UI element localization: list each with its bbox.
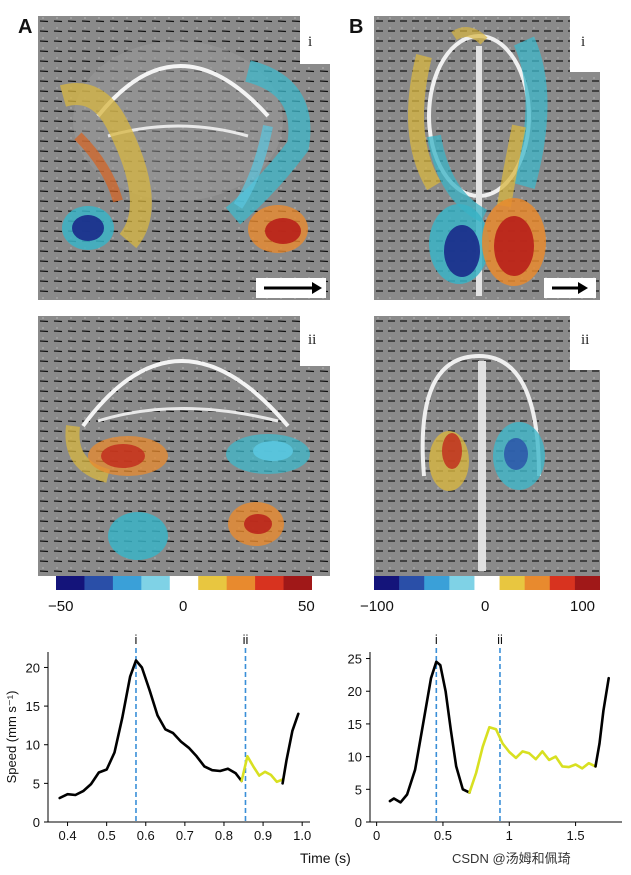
panel-a-i-label: i <box>302 34 319 51</box>
colorbar-a <box>56 576 312 590</box>
colorbar-a-mid-label: 0 <box>179 598 188 615</box>
colorbar-a-swatch-1 <box>84 576 114 590</box>
chart-a-x-tick-label: 1.0 <box>293 828 311 843</box>
colorbar-b-swatch-0 <box>374 576 400 590</box>
chart-a-marker-label-i: i <box>135 632 138 647</box>
colorbar-b-swatch-7 <box>549 576 576 590</box>
chart-b-series-1 <box>468 725 597 794</box>
chart-b-x-tick-label: 1 <box>506 828 513 843</box>
colorbar-a-max-label: 50 <box>298 598 315 615</box>
chart-a-y-tick-label: 10 <box>26 738 40 753</box>
panel-a-ii-image <box>38 316 330 576</box>
colorbar-b-max-label: 100 <box>570 598 596 615</box>
chart-b-x-tick-label: 0 <box>373 828 380 843</box>
chart-a-x-tick-label: 0.4 <box>59 828 77 843</box>
chart-b-y-tick-label: 20 <box>348 684 362 699</box>
panel-b-ii-image <box>374 316 600 576</box>
chart-a-x-tick-label: 0.9 <box>254 828 272 843</box>
colorbar-a-swatch-5 <box>198 576 228 590</box>
chart-a-x-tick-label: 0.5 <box>98 828 116 843</box>
chart-a-y-tick-label: 5 <box>33 776 40 791</box>
chart-b-y-tick-label: 25 <box>348 652 362 667</box>
panel-a-i-image <box>38 16 330 300</box>
panel-b-i-label: i <box>575 34 592 51</box>
panel-b-i-image <box>374 16 600 300</box>
chart-a-x-tick-label: 0.8 <box>215 828 233 843</box>
panel-a-ii-flowfield <box>38 316 330 576</box>
colorbar-a-swatch-8 <box>283 576 312 590</box>
chart-b-x-tick-label: 1.5 <box>567 828 585 843</box>
colorbar-a-min-label: −50 <box>48 598 74 615</box>
colorbar-b-swatch-1 <box>399 576 425 590</box>
panel-a-i-flowfield <box>38 16 330 300</box>
panel-b-i-flowfield <box>374 16 600 300</box>
chart-b-y-tick-label: 15 <box>348 717 362 732</box>
chart-a-y-tick-label: 20 <box>26 660 40 675</box>
chart-b-y-tick-label: 10 <box>348 750 362 765</box>
colorbar-b-swatch-6 <box>524 576 551 590</box>
chart-a-series-1 <box>240 755 284 784</box>
chart-a-marker-label-ii: ii <box>243 632 249 647</box>
chart-b-series-0 <box>388 660 471 804</box>
colorbar-a-swatch-2 <box>112 576 142 590</box>
colorbar-b-mid-label: 0 <box>481 598 490 615</box>
colorbar-b-swatch-8 <box>574 576 600 590</box>
panel-b-ii-label: ii <box>575 332 596 349</box>
chart-b-x-tick-label: 0.5 <box>434 828 452 843</box>
colorbar-b-swatch-5 <box>499 576 526 590</box>
chart-a-series-2 <box>281 712 300 785</box>
chart-a-y-axis-label: Speed (mm s⁻¹) <box>4 691 19 784</box>
colorbar-b <box>374 576 600 590</box>
colorbar-b-swatch-4 <box>474 576 501 590</box>
colorbar-b-swatch-3 <box>449 576 475 590</box>
colorbar-a-swatch-6 <box>226 576 256 590</box>
chart-b-y-tick-label: 0 <box>355 815 362 830</box>
panel-letter-b: B <box>349 16 364 38</box>
colorbar-b-min-label: −100 <box>360 598 394 615</box>
panel-b-ii-flowfield <box>374 316 600 576</box>
chart-b-y-tick-label: 5 <box>355 782 362 797</box>
chart-a-y-tick-label: 15 <box>26 699 40 714</box>
chart-b-marker-label-ii: ii <box>497 632 503 647</box>
chart-b-series-2 <box>594 676 611 768</box>
colorbar-a-swatch-0 <box>56 576 85 590</box>
chart-a-x-tick-label: 0.6 <box>137 828 155 843</box>
watermark-text: CSDN @汤姆和佩琦 <box>452 851 571 866</box>
chart-b-marker-label-i: i <box>435 632 438 647</box>
chart-a-series-0 <box>58 659 243 800</box>
panel-letter-a: A <box>18 16 33 38</box>
colorbar-a-swatch-4 <box>169 576 199 590</box>
colorbar-a-swatch-7 <box>255 576 285 590</box>
panel-a-ii-label: ii <box>302 332 323 349</box>
colorbar-b-swatch-2 <box>424 576 450 590</box>
chart-a-y-tick-label: 0 <box>33 815 40 830</box>
chart-a-x-tick-label: 0.7 <box>176 828 194 843</box>
x-axis-label: Time (s) <box>300 850 351 866</box>
colorbar-a-swatch-3 <box>141 576 171 590</box>
